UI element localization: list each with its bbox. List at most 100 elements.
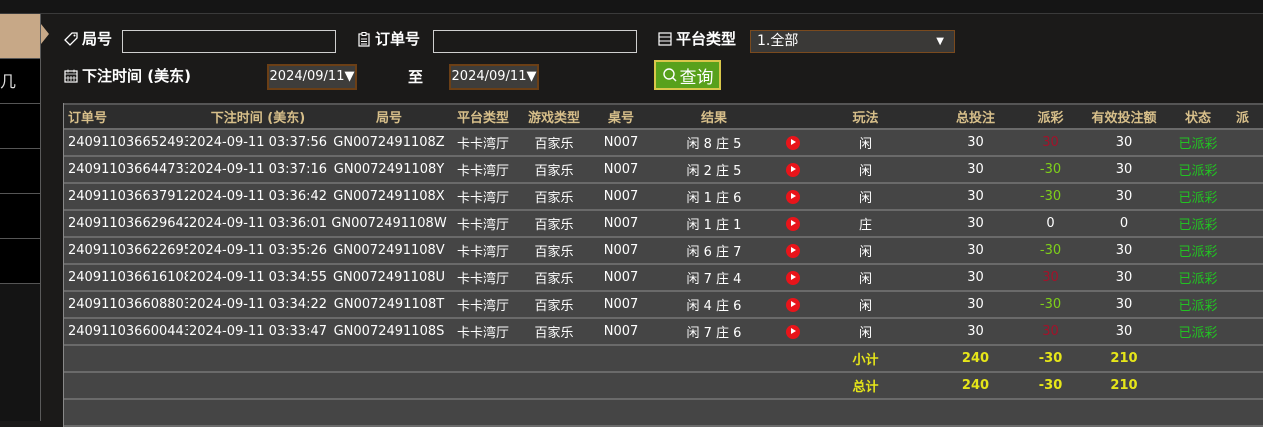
table-cell: 百家乐 <box>534 299 574 314</box>
cell-replay <box>778 243 808 258</box>
column-header[interactable]: 游戏类型 <box>527 111 580 126</box>
table-row: 240911036637912 2024-09-11 03:36:42 GN0072… <box>64 184 1263 211</box>
table-cell: 闲 1 庄 1 <box>686 218 742 233</box>
table-cell: 30 <box>1042 324 1059 339</box>
sidebar-item[interactable] <box>0 149 40 194</box>
table-cell: 0 <box>1046 216 1055 231</box>
table-cell: 30 <box>967 162 984 177</box>
table-row: 240911036652493 2024-09-11 03:37:56 GN0072… <box>64 130 1263 157</box>
column-header[interactable]: 状态 <box>1184 111 1211 126</box>
time-label: 下注时间 (美东) <box>63 65 191 86</box>
table-cell: 240911036600443 <box>68 324 188 339</box>
play-icon[interactable] <box>786 189 800 204</box>
platform-label-text: 平台类型 <box>676 30 737 48</box>
table-cell: 卡卡湾厅 <box>456 218 509 233</box>
empty-row <box>64 400 1263 427</box>
column-header[interactable]: 玩法 <box>852 111 879 126</box>
column-header[interactable]: 桌号 <box>607 111 634 126</box>
table-cell: GN0072491108V <box>333 243 445 258</box>
cell-replay <box>778 216 808 231</box>
column-header[interactable]: 总投注 <box>955 111 995 126</box>
column-header[interactable]: 下注时间 (美东) <box>210 111 306 126</box>
platform-select[interactable]: 1.全部 ▼ <box>750 30 955 53</box>
play-icon[interactable] <box>786 270 800 285</box>
table-cell: 2024-09-11 03:34:55 <box>188 270 328 285</box>
table-cell: 闲 <box>858 137 872 152</box>
table-cell: 30 <box>1115 324 1133 339</box>
table-row: 240911036644733 2024-09-11 03:37:16 GN0072… <box>64 157 1263 184</box>
table-cell: 闲 <box>858 272 872 287</box>
table-cell: 已派彩 <box>1178 299 1218 314</box>
play-icon[interactable] <box>786 243 800 258</box>
sidebar-item[interactable] <box>0 194 40 239</box>
play-icon[interactable] <box>786 135 800 150</box>
table-cell: 2024-09-11 03:37:16 <box>188 162 328 177</box>
column-header[interactable]: 订单号 <box>68 111 108 126</box>
table-cell: 30 <box>1115 189 1133 204</box>
play-icon[interactable] <box>786 216 800 231</box>
total-total-bet: 240 <box>961 378 990 393</box>
clipboard-icon <box>358 31 370 47</box>
subtotal-valid-bet: 210 <box>1110 351 1138 366</box>
query-button[interactable]: 查询 <box>654 60 721 90</box>
table-cell: 30 <box>967 270 984 285</box>
table-cell: 卡卡湾厅 <box>456 191 509 206</box>
column-header[interactable]: 平台类型 <box>456 111 509 126</box>
table-cell: 30 <box>967 135 984 150</box>
subtotal-label: 小计 <box>852 353 879 368</box>
column-header[interactable]: 派彩 <box>1037 111 1064 126</box>
table-row: 240911036622695 2024-09-11 03:35:26 GN0072… <box>64 238 1263 265</box>
orders-table: 订单号 下注时间 (美东) 局号 平台类型 游戏类型 桌号 结果 玩法 总投注 派彩 有效投注额 状态… <box>63 103 1263 427</box>
table-cell: N007 <box>603 216 639 231</box>
table-cell: 240911036616108 <box>68 270 188 285</box>
table-cell: 已派彩 <box>1178 164 1218 179</box>
table-cell: 卡卡湾厅 <box>456 299 509 314</box>
table-cell: 2024-09-11 03:34:22 <box>188 297 328 312</box>
table-cell: 0 <box>1119 216 1129 231</box>
sidebar-item[interactable] <box>0 239 40 284</box>
chevron-down-icon: ▼ <box>344 69 355 84</box>
chevron-down-icon: ▼ <box>936 36 944 47</box>
table-row: 240911036608803 2024-09-11 03:34:22 GN0072… <box>64 292 1263 319</box>
cell-replay <box>778 189 808 204</box>
table-cell: 百家乐 <box>534 191 574 206</box>
table-cell: 卡卡湾厅 <box>456 326 509 341</box>
play-icon[interactable] <box>786 162 800 177</box>
date-from-select[interactable]: 2024/09/11▼ <box>267 64 357 90</box>
play-icon[interactable] <box>786 297 800 312</box>
chevron-down-icon: ▼ <box>526 69 537 84</box>
table-cell: N007 <box>603 324 639 339</box>
table-cell: N007 <box>603 189 639 204</box>
column-header[interactable]: 有效投注额 <box>1091 111 1157 126</box>
search-icon <box>662 68 676 82</box>
column-header[interactable]: 结果 <box>700 111 727 126</box>
cell-replay <box>778 135 808 150</box>
table-cell: 百家乐 <box>534 272 574 287</box>
sidebar-item-active[interactable] <box>0 14 40 59</box>
table-cell: 30 <box>967 243 984 258</box>
column-header[interactable]: 派 <box>1235 111 1249 126</box>
table-cell: 百家乐 <box>534 218 574 233</box>
table-cell: 30 <box>1115 135 1133 150</box>
table-cell: 闲 <box>858 164 872 179</box>
round-input[interactable] <box>122 30 336 53</box>
column-header[interactable]: 局号 <box>375 111 402 126</box>
table-cell: 30 <box>967 189 984 204</box>
table-cell: 庄 <box>858 218 872 233</box>
sidebar-item[interactable]: 几 <box>0 59 40 104</box>
table-cell: GN0072491108W <box>331 216 447 231</box>
calendar-icon <box>64 69 78 83</box>
order-label: 订单号 <box>356 28 420 49</box>
platform-selected: 1.全部 <box>757 33 799 49</box>
table-cell: 已派彩 <box>1178 326 1218 341</box>
table-cell: 闲 7 庄 6 <box>686 326 742 341</box>
table-cell: 30 <box>1115 162 1133 177</box>
date-to-select[interactable]: 2024/09/11▼ <box>449 64 539 90</box>
table-cell: 百家乐 <box>534 164 574 179</box>
table-cell: 闲 4 庄 6 <box>686 299 742 314</box>
server-icon <box>658 31 672 46</box>
play-icon[interactable] <box>786 324 800 339</box>
order-input[interactable] <box>433 30 637 53</box>
table-cell: 卡卡湾厅 <box>456 272 509 287</box>
sidebar-item[interactable] <box>0 104 40 149</box>
